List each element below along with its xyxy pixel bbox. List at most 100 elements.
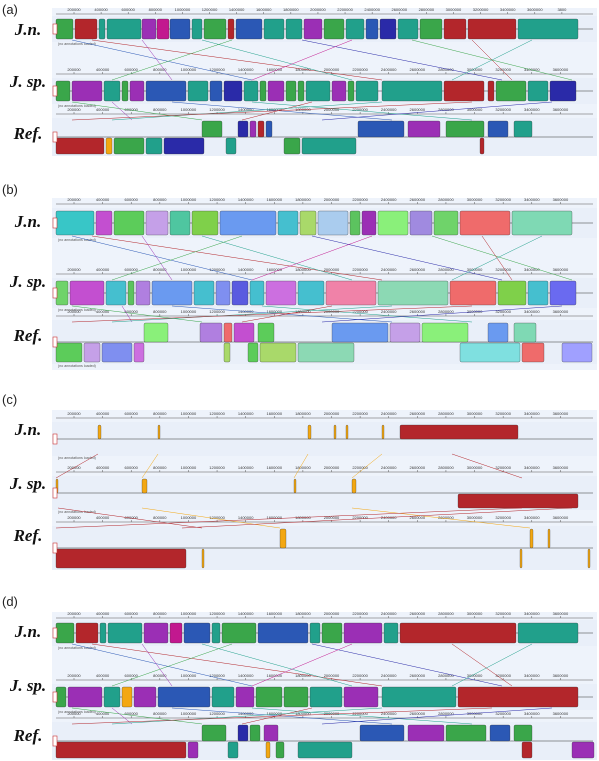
ruler-tick-label: 1000000	[181, 711, 197, 716]
genome-label-jsp: J. sp.	[9, 272, 47, 291]
lcb-block	[267, 80, 285, 102]
homology-link	[321, 101, 553, 121]
ruler-tick-label: 600000	[125, 612, 139, 616]
ruler-tick-label: 3600000	[553, 515, 569, 520]
ruler-tick-label: 1600000	[266, 309, 282, 314]
ruler-tick-label: 3400000	[524, 411, 540, 416]
ruler-tick-label: 1400000	[238, 198, 254, 202]
ruler-tick-label: 600000	[122, 8, 136, 12]
ruler-tick-label: 1400000	[238, 67, 254, 72]
ruler-tick-label: 1800000	[295, 267, 311, 272]
ruler-tick-label: 3400000	[524, 67, 540, 72]
lcb-block	[263, 18, 285, 40]
lcb-block	[101, 342, 133, 363]
homology-link	[171, 305, 393, 323]
lcb-block	[263, 724, 279, 742]
lcb-block	[399, 424, 519, 440]
lcb-block	[309, 686, 343, 708]
homology-link	[141, 453, 159, 479]
lcb-block	[257, 322, 275, 343]
ruler-tick-label: 1600000	[266, 67, 282, 72]
homology-link	[111, 101, 133, 121]
alignment-viewer[interactable]: 200000 400000 600000 800000 1000000 1200000 14…	[52, 612, 597, 760]
lcb-block	[249, 120, 257, 138]
ruler-tick-label: 2400000	[381, 107, 397, 112]
lcb-block	[145, 210, 169, 236]
ruler-tick-label: 3800	[557, 8, 567, 12]
homology-link	[311, 235, 503, 281]
lcb-block	[211, 622, 221, 644]
lcb-block	[571, 741, 595, 759]
lcb-block	[283, 137, 301, 155]
alignment-viewer[interactable]: 200000 400000 600000 800000 1000000 1200000 14…	[52, 198, 597, 370]
lcb-block	[275, 741, 285, 759]
ruler-tick-label: 1000000	[181, 673, 197, 678]
lcb-block	[487, 322, 509, 343]
ruler-tick-label: 2000000	[324, 612, 340, 616]
alignment-viewer[interactable]: 200000 400000 600000 800000 1000000 1200000 14…	[52, 410, 597, 570]
ruler-tick-label: 600000	[125, 198, 139, 202]
lcb-block	[513, 724, 533, 742]
ruler-tick-label: 200000	[67, 8, 81, 12]
lcb-block	[307, 424, 312, 440]
lcb-block	[345, 424, 349, 440]
track-control-icon	[52, 627, 58, 639]
lcb-block	[201, 120, 223, 138]
homology-link	[293, 453, 309, 479]
lcb-block	[377, 210, 409, 236]
homology-link	[351, 507, 531, 529]
lcb-block	[389, 322, 421, 343]
ruler-tick-label: 3600000	[553, 411, 569, 416]
lcb-block	[249, 724, 261, 742]
lcb-block	[143, 622, 169, 644]
ruler-tick-label: 2800000	[438, 612, 454, 616]
ruler-tick-label: 2000000	[324, 673, 340, 678]
ruler-tick-label: 3600000	[553, 267, 569, 272]
lcb-block	[299, 210, 317, 236]
ruler-tick-label: 1200000	[209, 107, 225, 112]
ruler-tick-label: 3200000	[495, 465, 511, 470]
ruler-tick-label: 3600000	[553, 107, 569, 112]
lcb-block	[407, 120, 441, 138]
lcb-block	[187, 80, 209, 102]
panel-letter: (a)	[2, 2, 18, 17]
lcb-block	[285, 80, 297, 102]
homology-link	[261, 305, 473, 323]
ruler-tick-label: 200000	[67, 411, 81, 416]
alignment-viewer[interactable]: 200000 400000 600000 800000 1000000 1200000 14…	[52, 8, 597, 156]
ruler-tick-label: 800000	[153, 107, 167, 112]
ruler-tick-label: 400000	[96, 515, 110, 520]
track-control-icon	[52, 217, 58, 229]
ruler-tick-label: 800000	[153, 411, 167, 416]
homology-link	[141, 235, 173, 281]
ruler-tick-label: 1400000	[238, 515, 254, 520]
lcb-block	[521, 342, 545, 363]
ruler-tick-label: 2200000	[352, 67, 368, 72]
lcb-block	[347, 80, 355, 102]
lcb-block	[74, 18, 98, 40]
ruler-tick-label: 2600000	[410, 411, 426, 416]
ruler-tick-label: 3200000	[495, 267, 511, 272]
lcb-block	[97, 424, 102, 440]
ruler-tick-label: 400000	[96, 673, 110, 678]
lcb-block	[105, 137, 113, 155]
ruler-tick-label: 3200000	[495, 673, 511, 678]
lcb-block	[169, 622, 183, 644]
ruler-tick-label: 3000000	[467, 198, 483, 202]
lcb-block	[259, 80, 267, 102]
lcb-block	[133, 686, 157, 708]
ruler-tick-label: 800000	[153, 309, 167, 314]
annotation-note: (no annotations loaded)	[58, 104, 96, 108]
panel-letter: (d)	[2, 594, 18, 609]
homology-link	[111, 707, 383, 725]
ruler-tick-label: 2200000	[352, 465, 368, 470]
lcb-block	[143, 322, 169, 343]
ruler-tick-label: 800000	[153, 267, 167, 272]
homology-link	[71, 707, 493, 725]
lcb-block	[517, 622, 579, 644]
ruler-tick-label: 1400000	[238, 107, 254, 112]
lcb-block	[587, 548, 591, 569]
ruler-tick-label: 2800000	[419, 8, 435, 12]
track-control-icon	[52, 131, 58, 143]
ruler-tick-label: 3400000	[524, 107, 540, 112]
